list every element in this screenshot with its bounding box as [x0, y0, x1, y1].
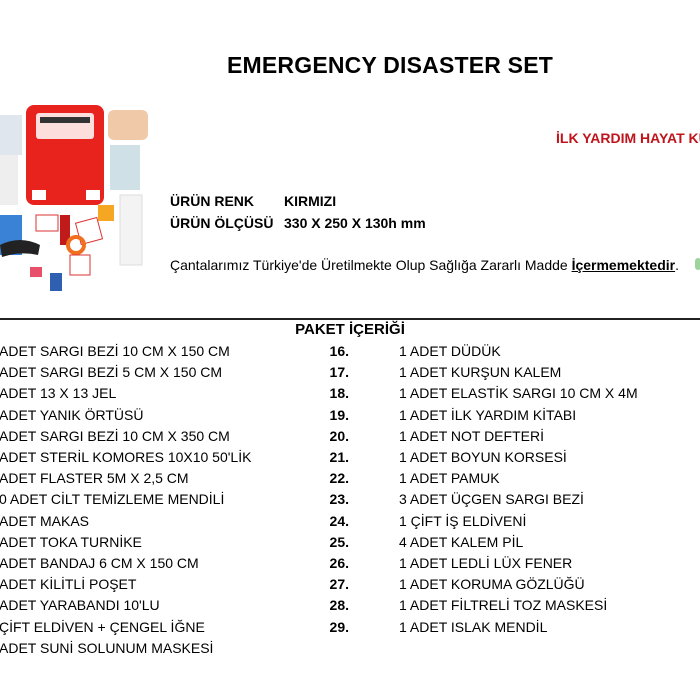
list-item-number: 17. — [329, 364, 349, 381]
list-item: 3 ADET ÜÇGEN SARGI BEZİ — [399, 491, 584, 508]
list-item: ADET FLASTER 5M X 2,5 CM — [0, 470, 189, 487]
list-item: 4 ADET KALEM PİL — [399, 533, 524, 550]
spec-value-size: 330 X 250 X 130h mm — [284, 215, 426, 231]
list-item-number: 28. — [329, 597, 349, 614]
list-item: 0 ADET CİLT TEMİZLEME MENDİLİ — [0, 491, 225, 508]
list-item: ADET YARABANDI 10'LU — [0, 597, 160, 614]
product-photo — [0, 105, 148, 291]
red-crescent-icon — [666, 50, 688, 94]
list-item: 1 ADET FİLTRELİ TOZ MASKESİ — [399, 597, 608, 614]
list-item-number: 27. — [329, 576, 349, 593]
spec-label-color: ÜRÜN RENK — [170, 193, 254, 209]
note-emphasis: İçermemektedir — [571, 257, 676, 273]
list-item: ADET STERİL KOMORES 10X10 50'LİK — [0, 449, 252, 465]
list-item: 1 ADET BOYUN KORSESİ — [399, 449, 567, 465]
page-title: EMERGENCY DISASTER SET — [226, 52, 554, 78]
list-item: ADET SUNİ SOLUNUM MASKESİ — [0, 639, 214, 656]
list-item-number: 18. — [329, 385, 349, 402]
list-item-number: 22. — [329, 470, 349, 487]
note-text: Çantalarımız Türkiye'de Üretilmekte Olup… — [170, 257, 572, 273]
list-item: ADET KİLİTLİ POŞET — [0, 576, 137, 593]
list-item: 1 ADET NOT DEFTERİ — [399, 427, 544, 444]
tagline: İLK YARDIM HAYAT KU — [556, 130, 700, 146]
list-item-number: 29. — [329, 618, 349, 635]
list-item-number: 24. — [329, 512, 349, 529]
list-item: 1 ADET KURŞUN KALEM — [399, 364, 562, 381]
list-item: ÇİFT ELDİVEN + ÇENGEL İĞNE — [0, 618, 205, 635]
list-item-number: 19. — [329, 406, 349, 423]
package-title: PAKET İÇERİĞİ — [295, 321, 405, 338]
list-item-number: 20. — [329, 427, 349, 444]
list-item: 1 ADET ISLAK MENDİL — [399, 618, 548, 635]
list-item: ADET TOKA TURNİKE — [0, 533, 142, 550]
list-item: 1 ADET PAMUK — [399, 470, 500, 487]
list-item-number: 26. — [329, 555, 349, 571]
list-item: ADET SARGI BEZİ 10 CM X 350 CM — [0, 427, 230, 444]
list-item: 1 ADET DÜDÜK — [399, 343, 501, 359]
list-item: ADET 13 X 13 JEL — [0, 385, 117, 402]
list-item: ADET MAKAS — [0, 512, 89, 529]
list-item: ADET SARGI BEZİ 10 CM X 150 CM — [0, 343, 230, 359]
list-item: ADET SARGI BEZİ 5 CM X 150 CM — [0, 364, 223, 381]
list-item: 1 ÇİFT İŞ ELDİVENİ — [399, 512, 527, 529]
list-item: 1 ADET İLK YARDIM KİTABI — [399, 406, 577, 423]
spec-value-color: KIRMIZI — [284, 193, 337, 209]
list-item-number: 16. — [329, 343, 349, 359]
origin-note: Çantalarımız Türkiye'de Üretilmekte Olup… — [170, 257, 679, 273]
list-item: 1 ADET ELASTİK SARGI 10 CM X 4M — [399, 385, 638, 402]
divider — [0, 318, 700, 320]
leaf-icon — [695, 258, 700, 270]
list-item-number: 21. — [329, 449, 349, 465]
list-item: ADET BANDAJ 6 CM X 150 CM — [0, 555, 199, 571]
list-item-number: 23. — [329, 491, 349, 508]
list-item: ADET YANIK ÖRTÜSÜ — [0, 406, 144, 423]
list-item-number: 25. — [329, 533, 349, 550]
spec-label-size: ÜRÜN ÖLÇÜSÜ — [170, 215, 274, 231]
list-item: 1 ADET LEDLİ LÜX FENER — [399, 555, 573, 571]
note-end: . — [675, 257, 679, 273]
list-item: 1 ADET KORUMA GÖZLÜĞÜ — [399, 576, 585, 593]
